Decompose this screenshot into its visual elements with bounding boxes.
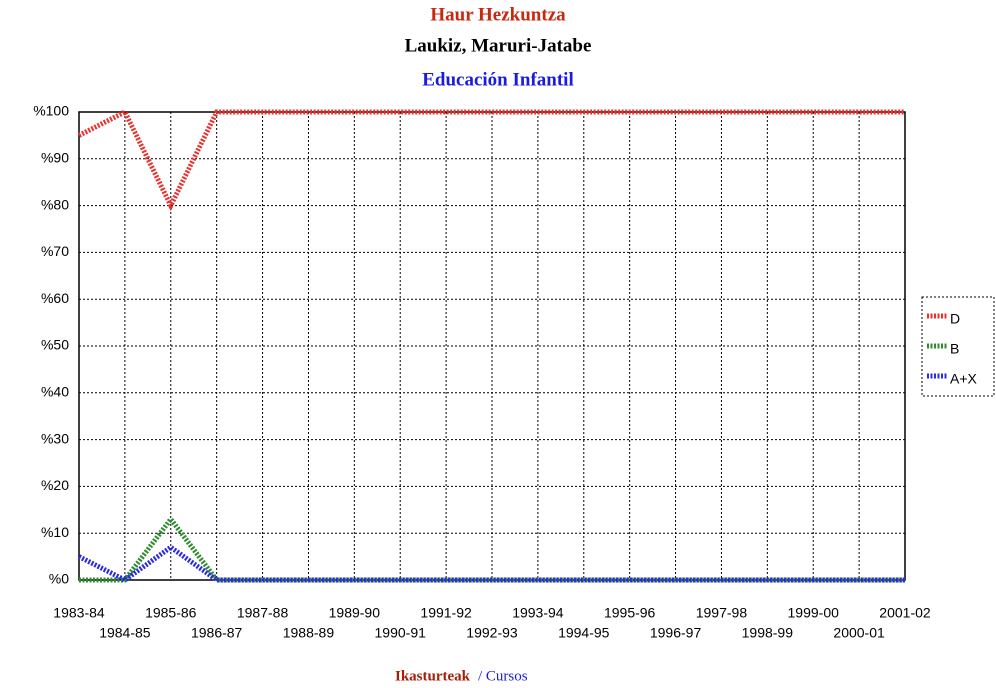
x-axis-title: / Cursos [478, 668, 528, 684]
x-tick-label: 1986-87 [191, 625, 243, 641]
y-tick-label: %90 [41, 150, 69, 166]
y-tick-label: %20 [41, 477, 69, 493]
chart-subtitle: Educación Infantil [422, 69, 574, 90]
legend-label: A+X [950, 371, 978, 387]
series-line [77, 544, 905, 583]
y-tick-label: %0 [49, 571, 69, 587]
x-tick-label: 1984-85 [99, 625, 151, 641]
x-axis-title: Ikasturteak [395, 668, 471, 684]
legend-label: D [950, 311, 960, 327]
x-tick-label: 1993-94 [512, 605, 564, 621]
x-tick-label: 1994-95 [558, 625, 610, 641]
series-line [79, 515, 905, 583]
x-tick-label: 1997-98 [696, 605, 748, 621]
chart-subtitle: Laukiz, Maruri-Jatabe [405, 35, 592, 56]
y-tick-label: %80 [41, 196, 69, 212]
y-tick-label: %60 [41, 290, 69, 306]
chart-title: Haur Hezkuntza [430, 4, 566, 25]
x-tick-label: 1996-97 [650, 625, 702, 641]
x-tick-label: 1983-84 [53, 605, 105, 621]
x-tick-label: 1995-96 [604, 605, 656, 621]
x-tick-label: 2001-02 [879, 605, 931, 621]
x-tick-label: 1990-91 [375, 625, 427, 641]
x-tick-label: 1987-88 [237, 605, 289, 621]
x-tick-label: 1985-86 [145, 605, 197, 621]
series-line [77, 108, 905, 212]
legend-label: B [950, 341, 959, 357]
x-tick-label: 1992-93 [466, 625, 518, 641]
y-tick-label: %10 [41, 524, 69, 540]
x-tick-label: 1989-90 [329, 605, 381, 621]
x-tick-label: 1998-99 [742, 625, 794, 641]
y-tick-label: %70 [41, 243, 69, 259]
y-tick-label: %30 [41, 430, 69, 446]
x-tick-label: 2000-01 [833, 625, 885, 641]
x-tick-label: 1988-89 [283, 625, 335, 641]
y-tick-label: %40 [41, 384, 69, 400]
x-tick-label: 1991-92 [420, 605, 472, 621]
y-tick-label: %50 [41, 337, 69, 353]
y-tick-label: %100 [33, 103, 69, 119]
x-tick-label: 1999-00 [788, 605, 840, 621]
